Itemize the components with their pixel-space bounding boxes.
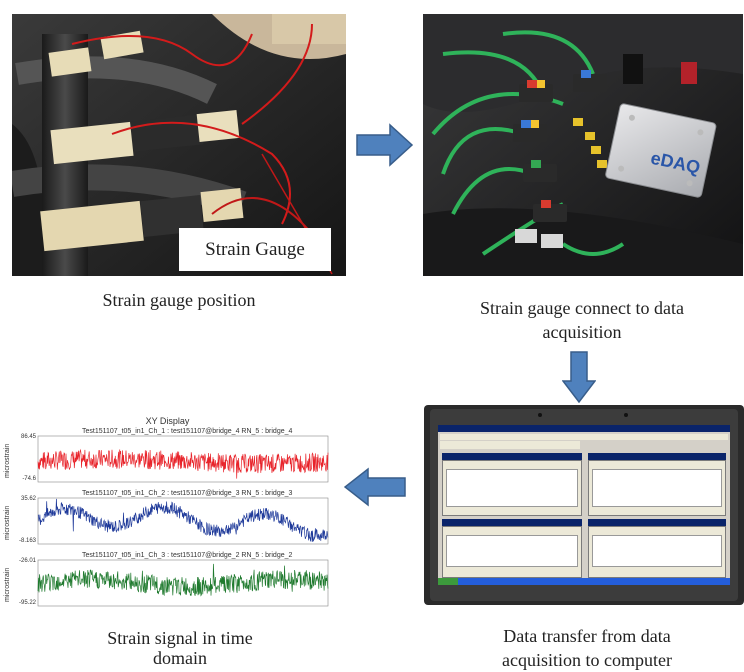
laptop-screen bbox=[438, 425, 730, 585]
strain-gauge-label: Strain Gauge bbox=[179, 228, 331, 271]
caption-connect-line2: acquisition bbox=[542, 322, 622, 342]
plot-3-signal-line bbox=[37, 563, 329, 597]
caption-connect-line1: Strain gauge connect to data bbox=[480, 298, 684, 318]
strain-gauge-photo: Strain Gauge bbox=[12, 14, 346, 276]
plot-1-ymax: 86.45 bbox=[20, 434, 36, 440]
plot-2-ymax: 35.62 bbox=[20, 496, 36, 502]
caption-transfer-line1: Data transfer from data bbox=[503, 626, 671, 646]
arrow-down-icon bbox=[562, 351, 596, 403]
caption-signal-line2: domain bbox=[153, 648, 207, 668]
xy-signal-canvas bbox=[37, 435, 329, 607]
edaq-connection-photo: eDAQ bbox=[423, 14, 743, 276]
plot-2-ymin: -8.163 bbox=[18, 538, 36, 544]
arrow-right-icon bbox=[356, 123, 414, 167]
caption-strain-gauge-position: Strain gauge position bbox=[102, 290, 256, 310]
plot-1-header: Test151107_t05_in1_Ch_1 : test151107@bri… bbox=[82, 428, 293, 435]
xy-display-title: XY Display bbox=[145, 416, 190, 426]
plot-2-header: Test151107_t05_in1_Ch_2 : test151107@bri… bbox=[82, 490, 293, 497]
plot-3-ymin: -95.22 bbox=[18, 600, 36, 606]
plot-1-signal-line bbox=[37, 448, 329, 479]
plot-1-ymin: -74.6 bbox=[22, 476, 36, 482]
plot-3-ymax: -26.01 bbox=[18, 558, 36, 564]
caption-signal-line1: Strain signal in time bbox=[107, 628, 253, 648]
plot-2-signal-line bbox=[37, 498, 329, 543]
plot-3-header: Test151107_t05_in1_Ch_3 : test151107@bri… bbox=[82, 552, 293, 559]
laptop-photo bbox=[424, 405, 744, 605]
arrow-left-icon bbox=[344, 467, 406, 507]
caption-transfer-line2: acquisition to computer bbox=[502, 650, 672, 670]
xy-display-chart: XY Display Test151107_t05_in1_Ch_1 : tes… bbox=[0, 410, 335, 615]
